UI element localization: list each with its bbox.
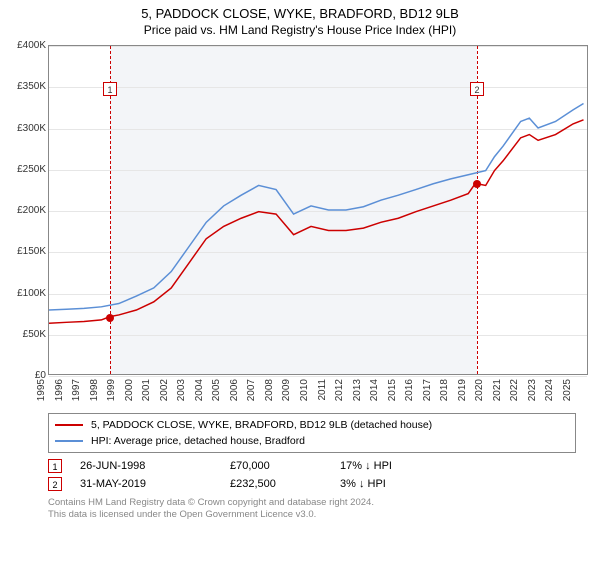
series-hpi [49, 103, 584, 310]
x-axis-label: 1997 [71, 379, 82, 401]
line-series-svg [49, 46, 587, 374]
x-axis-label: 2003 [176, 379, 187, 401]
x-axis-label: 2018 [439, 379, 450, 401]
x-axis-label: 1996 [54, 379, 65, 401]
table-row: 2 31-MAY-2019 £232,500 3% ↓ HPI [48, 475, 576, 493]
legend-label: HPI: Average price, detached house, Brad… [91, 435, 305, 447]
cell-date: 26-JUN-1998 [80, 460, 230, 472]
x-axis-label: 2005 [211, 379, 222, 401]
footer-line: This data is licensed under the Open Gov… [48, 509, 576, 521]
x-axis-label: 2023 [527, 379, 538, 401]
y-axis-label: £100K [2, 288, 46, 299]
x-axis-label: 2022 [509, 379, 520, 401]
x-axis-label: 1999 [106, 379, 117, 401]
x-axis-label: 2000 [124, 379, 135, 401]
chart-title-address: 5, PADDOCK CLOSE, WYKE, BRADFORD, BD12 9… [0, 6, 600, 21]
y-axis-label: £300K [2, 123, 46, 134]
x-axis-label: 2002 [159, 379, 170, 401]
x-axis-label: 2001 [141, 379, 152, 401]
cell-date: 31-MAY-2019 [80, 478, 230, 490]
x-axis-label: 2020 [474, 379, 485, 401]
series-price_paid [49, 120, 584, 323]
footer-line: Contains HM Land Registry data © Crown c… [48, 497, 576, 509]
cell-delta: 3% ↓ HPI [340, 478, 430, 490]
x-axis-label: 2006 [229, 379, 240, 401]
x-axis-label: 2025 [562, 379, 573, 401]
x-axis-label: 2008 [264, 379, 275, 401]
marker-ref-icon: 2 [48, 477, 62, 491]
x-axis-label: 2014 [369, 379, 380, 401]
chart-container: 12 £0£50K£100K£150K£200K£250K£300K£350K£… [0, 41, 600, 411]
x-axis-label: 2009 [281, 379, 292, 401]
x-axis-label: 2007 [246, 379, 257, 401]
x-axis-label: 2011 [317, 379, 328, 401]
legend-label: 5, PADDOCK CLOSE, WYKE, BRADFORD, BD12 9… [91, 419, 432, 431]
y-axis-label: £250K [2, 164, 46, 175]
table-row: 1 26-JUN-1998 £70,000 17% ↓ HPI [48, 457, 576, 475]
x-axis-label: 2010 [299, 379, 310, 401]
cell-delta: 17% ↓ HPI [340, 460, 430, 472]
x-axis-label: 2016 [404, 379, 415, 401]
y-axis-label: £350K [2, 81, 46, 92]
legend: 5, PADDOCK CLOSE, WYKE, BRADFORD, BD12 9… [48, 413, 576, 453]
x-axis-label: 1995 [36, 379, 47, 401]
x-axis-label: 2013 [352, 379, 363, 401]
transactions-table: 1 26-JUN-1998 £70,000 17% ↓ HPI 2 31-MAY… [48, 457, 576, 493]
x-axis-label: 2019 [457, 379, 468, 401]
legend-item-price-paid: 5, PADDOCK CLOSE, WYKE, BRADFORD, BD12 9… [55, 417, 569, 433]
gridline [49, 376, 587, 377]
y-axis-label: £200K [2, 205, 46, 216]
plot-area: 12 [48, 45, 588, 375]
copyright-footer: Contains HM Land Registry data © Crown c… [48, 497, 576, 522]
x-axis-label: 2021 [492, 379, 503, 401]
x-axis-label: 2015 [387, 379, 398, 401]
legend-item-hpi: HPI: Average price, detached house, Brad… [55, 433, 569, 449]
y-axis-label: £400K [2, 40, 46, 51]
x-axis-label: 2012 [334, 379, 345, 401]
x-axis-label: 2024 [544, 379, 555, 401]
legend-swatch-blue [55, 440, 83, 442]
marker-ref-icon: 1 [48, 459, 62, 473]
cell-price: £70,000 [230, 460, 340, 472]
x-axis-label: 1998 [89, 379, 100, 401]
legend-swatch-red [55, 424, 83, 426]
chart-title-sub: Price paid vs. HM Land Registry's House … [0, 23, 600, 37]
y-axis-label: £50K [2, 329, 46, 340]
x-axis-label: 2004 [194, 379, 205, 401]
x-axis-label: 2017 [422, 379, 433, 401]
cell-price: £232,500 [230, 478, 340, 490]
y-axis-label: £150K [2, 246, 46, 257]
